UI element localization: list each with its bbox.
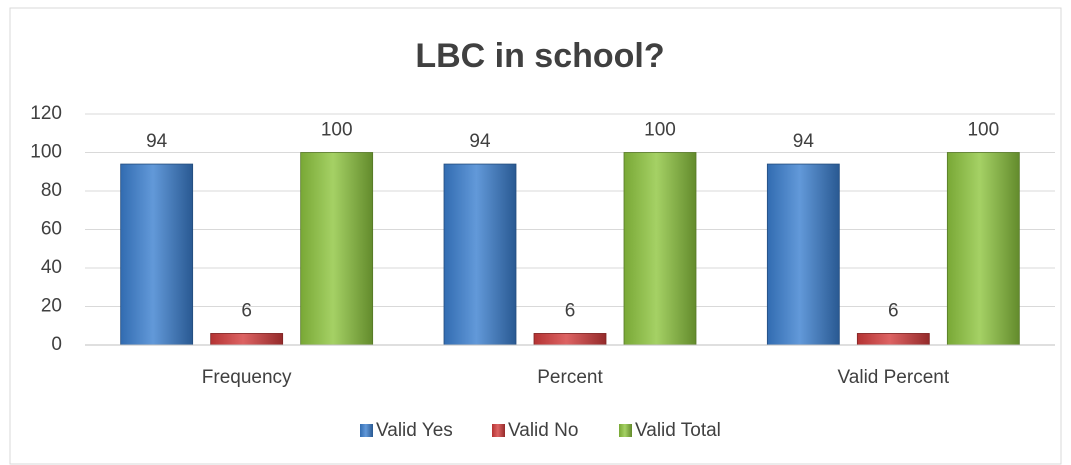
y-tick-label: 0 bbox=[51, 334, 62, 355]
bar bbox=[766, 163, 840, 346]
bar bbox=[443, 163, 517, 346]
data-label: 94 bbox=[469, 131, 491, 152]
data-label: 94 bbox=[793, 131, 815, 152]
legend-swatch bbox=[619, 424, 632, 437]
bar bbox=[120, 163, 194, 346]
bar bbox=[856, 333, 930, 346]
bar bbox=[300, 152, 374, 346]
y-tick-label: 40 bbox=[41, 257, 62, 278]
legend-swatch bbox=[360, 424, 373, 437]
y-tick-label: 60 bbox=[41, 219, 62, 240]
data-label: 6 bbox=[565, 300, 576, 321]
y-tick-label: 120 bbox=[30, 103, 62, 124]
data-label: 6 bbox=[888, 300, 899, 321]
data-label: 6 bbox=[241, 300, 252, 321]
y-tick-label: 80 bbox=[41, 180, 62, 201]
data-label: 94 bbox=[146, 131, 168, 152]
bar bbox=[533, 333, 607, 346]
chart-title: LBC in school? bbox=[415, 37, 664, 75]
data-label: 100 bbox=[967, 120, 999, 141]
x-tick-label: Valid Percent bbox=[838, 367, 950, 388]
data-label: 100 bbox=[644, 120, 676, 141]
y-tick-label: 20 bbox=[41, 296, 62, 317]
legend-label: Valid Yes bbox=[376, 420, 453, 441]
legend-label: Valid Total bbox=[635, 420, 721, 441]
data-label: 100 bbox=[321, 120, 353, 141]
legend-label: Valid No bbox=[508, 420, 578, 441]
bar bbox=[623, 152, 697, 346]
x-tick-label: Percent bbox=[537, 367, 603, 388]
y-tick-label: 100 bbox=[30, 142, 62, 163]
x-tick-label: Frequency bbox=[202, 367, 292, 388]
legend-swatch bbox=[492, 424, 505, 437]
bar bbox=[946, 152, 1020, 346]
bar bbox=[210, 333, 284, 346]
